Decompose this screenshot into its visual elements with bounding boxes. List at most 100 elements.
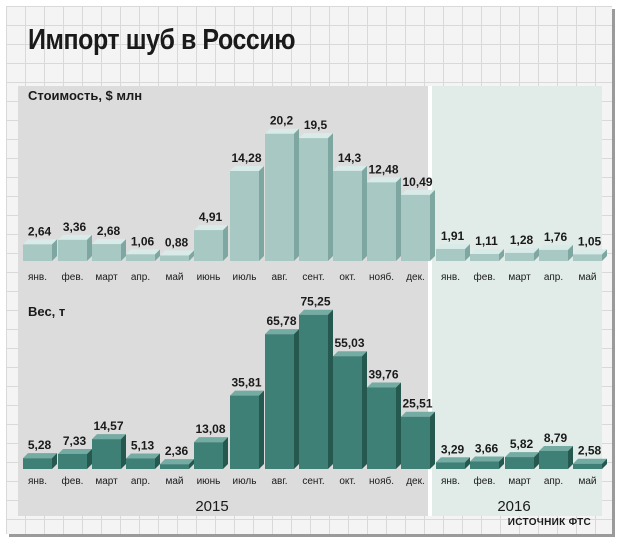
value-label: 13,08 bbox=[195, 422, 225, 436]
bar-face bbox=[265, 334, 294, 469]
value-label: 14,57 bbox=[93, 419, 123, 433]
value-label: 7,33 bbox=[63, 434, 87, 448]
category-label: май bbox=[165, 476, 183, 487]
bar-face bbox=[333, 171, 362, 261]
category-label: сент. bbox=[302, 272, 324, 283]
bar-side bbox=[328, 133, 333, 261]
value-label: 3,36 bbox=[63, 220, 87, 234]
bar-face bbox=[401, 417, 430, 469]
bar-cost-11 bbox=[401, 190, 435, 261]
bar-top bbox=[333, 351, 367, 356]
bar-side bbox=[396, 177, 401, 261]
bar-top bbox=[539, 446, 573, 451]
bar-face bbox=[505, 457, 534, 469]
bar-top bbox=[401, 190, 435, 195]
bar-side bbox=[121, 434, 126, 469]
bar-top bbox=[265, 329, 299, 334]
bar-top bbox=[265, 129, 299, 134]
value-label: 10,49 bbox=[402, 175, 432, 189]
value-label: 19,5 bbox=[304, 118, 328, 132]
category-label: янв. bbox=[441, 272, 460, 283]
bar-face bbox=[126, 254, 155, 261]
bar-top bbox=[299, 133, 333, 138]
value-label: 2,58 bbox=[578, 444, 602, 458]
bar-face bbox=[539, 250, 568, 261]
category-label: янв. bbox=[28, 272, 47, 283]
bar-face bbox=[160, 464, 189, 469]
year-label-2016: 2016 bbox=[474, 498, 554, 515]
bar-top bbox=[160, 250, 194, 255]
category-label: март bbox=[508, 272, 531, 283]
bar-face bbox=[573, 254, 602, 261]
bar-cost-2 bbox=[92, 239, 126, 261]
bar-top bbox=[160, 459, 194, 464]
bar-cost-8 bbox=[299, 133, 333, 261]
bar-cost-3 bbox=[126, 249, 160, 261]
category-label: нояб. bbox=[369, 271, 394, 283]
bar-top bbox=[505, 248, 539, 253]
category-label: апр. bbox=[131, 476, 150, 487]
bar-weight-11 bbox=[401, 412, 435, 469]
bar-weight-2 bbox=[92, 434, 126, 469]
bar-weight-16 bbox=[573, 459, 607, 469]
bar-weight-12 bbox=[436, 457, 470, 469]
category-label: март bbox=[508, 476, 531, 487]
chart-weight: Вес, т 5,28 янв. 7,33 фев. 14,57 март 5,13 апр. 2… bbox=[23, 295, 607, 487]
bar-cost-4 bbox=[160, 250, 194, 261]
bar-weight-15 bbox=[539, 446, 573, 469]
bar-side bbox=[362, 351, 367, 469]
y-axis-label: Стоимость, $ млн bbox=[28, 88, 142, 103]
bar-cost-14 bbox=[505, 248, 539, 261]
bar-top bbox=[367, 177, 401, 182]
category-label: май bbox=[578, 476, 596, 487]
category-label: окт. bbox=[339, 272, 355, 283]
bar-side bbox=[430, 190, 435, 261]
bar-top bbox=[194, 225, 228, 230]
bar-top bbox=[194, 437, 228, 442]
bar-top bbox=[573, 459, 607, 464]
bar-face bbox=[333, 356, 362, 469]
bar-top bbox=[436, 457, 470, 462]
bar-top bbox=[230, 166, 264, 171]
bar-weight-1 bbox=[58, 449, 92, 469]
bar-face bbox=[539, 451, 568, 469]
value-label: 4,91 bbox=[199, 210, 223, 224]
bar-face bbox=[230, 171, 259, 261]
bar-top bbox=[299, 310, 333, 315]
category-label: дек. bbox=[406, 272, 425, 283]
bar-top bbox=[126, 453, 160, 458]
bar-cost-7 bbox=[265, 129, 299, 261]
y-axis-label: Вес, т bbox=[28, 304, 65, 319]
category-label: сент. bbox=[302, 476, 324, 487]
value-label: 65,78 bbox=[266, 314, 296, 328]
value-label: 1,05 bbox=[578, 234, 602, 248]
bar-face bbox=[299, 138, 328, 261]
bar-face bbox=[505, 253, 534, 261]
category-label: апр. bbox=[131, 272, 150, 283]
bar-cost-15 bbox=[539, 245, 573, 261]
value-label: 1,28 bbox=[510, 233, 534, 247]
bar-cost-0 bbox=[23, 239, 57, 261]
bar-face bbox=[92, 439, 121, 469]
category-label: авг. bbox=[271, 272, 287, 283]
bar-face bbox=[58, 454, 87, 469]
bar-side bbox=[328, 310, 333, 469]
value-label: 20,2 bbox=[270, 114, 294, 128]
bar-side bbox=[294, 329, 299, 469]
value-label: 12,48 bbox=[368, 162, 398, 176]
category-label: март bbox=[95, 476, 118, 487]
bar-side bbox=[259, 391, 264, 469]
bar-side bbox=[294, 129, 299, 261]
bar-side bbox=[259, 166, 264, 261]
bar-top bbox=[92, 239, 126, 244]
category-label: июнь bbox=[197, 476, 221, 487]
bar-cost-13 bbox=[470, 249, 504, 261]
value-label: 2,64 bbox=[28, 224, 52, 238]
bar-cost-16 bbox=[573, 249, 607, 261]
category-label: фев. bbox=[474, 271, 496, 283]
bar-face bbox=[194, 230, 223, 261]
bar-top bbox=[401, 412, 435, 417]
category-label: март bbox=[95, 272, 118, 283]
bar-side bbox=[223, 225, 228, 261]
